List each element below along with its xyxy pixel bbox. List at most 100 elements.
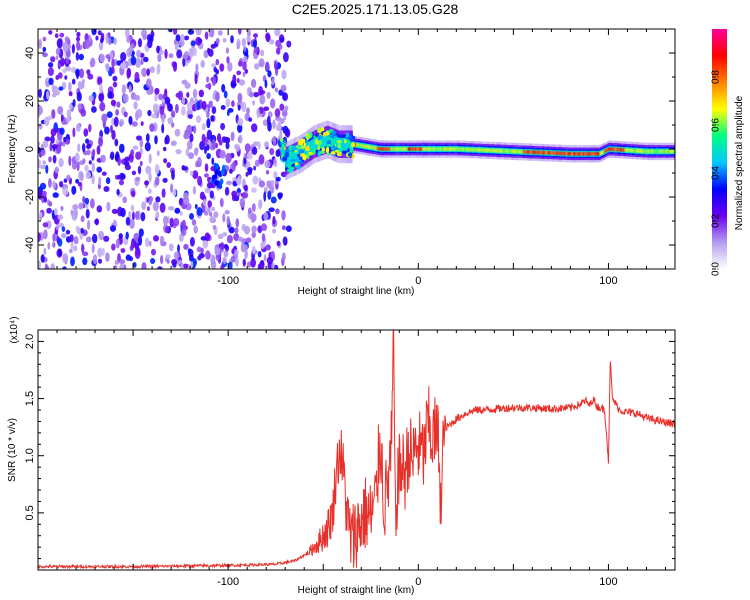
heatmap-noise-cell	[110, 99, 116, 107]
heatmap-noise-cell	[138, 228, 144, 237]
heatmap-noise-cell	[125, 254, 132, 261]
heatmap-noise-cell	[141, 262, 147, 269]
heatmap-noise-cell	[65, 58, 70, 64]
heatmap-noise-cell	[183, 35, 190, 41]
heatmap-noise-cell	[257, 141, 261, 150]
heatmap-track-cell	[658, 149, 661, 154]
heatmap-noise-cell	[167, 117, 173, 125]
heatmap-noise-cell	[186, 92, 190, 98]
heatmap-noise-cell	[254, 159, 260, 167]
heatmap-noise-cell	[62, 266, 67, 269]
heatmap-noise-cell	[57, 72, 63, 79]
heatmap-noise-cell	[84, 164, 89, 172]
heatmap-track-cell	[382, 147, 385, 151]
heatmap-noise-cell	[146, 206, 150, 212]
heatmap-noise-cell	[68, 91, 73, 97]
heatmap-track-cell	[357, 143, 359, 147]
heatmap-track-cell	[308, 143, 313, 148]
heatmap-noise-cell	[114, 138, 119, 147]
heatmap-track-cell	[452, 147, 454, 151]
snr-panel: -100 0 100 0.5 1.0 1.5 2.0 Height of straight…	[7, 316, 676, 596]
heatmap-noise-cell	[219, 178, 224, 185]
heatmap-noise-cell	[204, 187, 211, 194]
heatmap-track-cell	[445, 147, 447, 151]
heatmap-track-cell	[476, 148, 478, 152]
heatmap-noise-cell	[226, 56, 230, 64]
heatmap-noise-cell	[245, 172, 249, 177]
heatmap-noise-cell	[130, 242, 135, 250]
heatmap-noise-cell	[42, 46, 47, 53]
heatmap-noise-cell	[283, 52, 289, 63]
heatmap-noise-cell	[258, 154, 265, 165]
heatmap-noise-cell	[188, 152, 195, 160]
heatmap-track-cell	[464, 147, 467, 152]
heatmap-track-cell	[455, 147, 458, 151]
heatmap-noise-cell	[227, 62, 233, 72]
heatmap-track-cell	[533, 150, 535, 154]
heatmap-noise-cell	[92, 148, 96, 157]
heatmap-noise-cell	[258, 180, 266, 188]
heatmap-track-cell	[347, 137, 350, 151]
heatmap-noise-cell	[59, 127, 65, 135]
heatmap-noise-cell	[220, 264, 225, 269]
heatmap-noise-cell	[149, 66, 155, 74]
spectrogram-x-tick-label: -100	[217, 275, 239, 287]
heatmap-noise-cell	[180, 33, 185, 43]
heatmap-noise-cell	[173, 251, 180, 260]
heatmap-noise-cell	[99, 101, 106, 112]
heatmap-noise-cell	[265, 170, 270, 175]
heatmap-noise-cell	[163, 215, 169, 226]
heatmap-noise-cell	[82, 257, 88, 266]
heatmap-track-cell	[556, 151, 558, 155]
heatmap-track-cell	[603, 149, 606, 153]
heatmap-noise-cell	[250, 258, 256, 268]
heatmap-noise-cell	[217, 133, 222, 143]
heatmap-noise-cell	[114, 265, 118, 269]
heatmap-track-cell	[391, 147, 394, 151]
heatmap-noise-cell	[80, 108, 87, 117]
heatmap-track-cell	[623, 148, 625, 152]
heatmap-track-cell	[376, 146, 379, 151]
heatmap-noise-cell	[99, 53, 105, 63]
heatmap-noise-cell	[116, 188, 120, 196]
heatmap-track-cell	[527, 150, 529, 154]
heatmap-track-cell	[613, 147, 615, 151]
heatmap-noise-cell	[62, 68, 67, 74]
heatmap-noise-cell	[38, 105, 43, 115]
heatmap-noise-cell	[46, 207, 52, 214]
heatmap-noise-cell	[258, 58, 265, 68]
heatmap-noise-cell	[52, 233, 56, 242]
heatmap-track-cell	[619, 148, 622, 152]
heatmap-noise-cell	[231, 190, 238, 197]
heatmap-noise-cell	[206, 129, 213, 140]
heatmap-noise-cell	[62, 187, 69, 196]
heatmap-noise-cell	[215, 58, 220, 66]
heatmap-noise-cell	[125, 231, 129, 240]
heatmap-track-cell	[478, 148, 480, 152]
heatmap-noise-cell	[152, 103, 159, 114]
heatmap-track-cell	[570, 152, 573, 156]
heatmap-noise-cell	[268, 207, 275, 212]
heatmap-noise-cell	[147, 109, 152, 117]
heatmap-noise-cell	[139, 138, 144, 148]
heatmap-noise-cell	[281, 69, 287, 80]
heatmap-track-cell	[374, 146, 377, 150]
heatmap-noise-cell	[170, 183, 174, 193]
heatmap-noise-cell	[189, 48, 194, 58]
heatmap-track-cell	[359, 143, 362, 148]
heatmap-track-cell	[366, 145, 369, 149]
heatmap-noise-cell	[232, 74, 237, 85]
heatmap-noise-cell	[217, 170, 222, 177]
heatmap-noise-cell	[152, 201, 159, 212]
heatmap-noise-cell	[236, 177, 241, 185]
heatmap-track-cell	[591, 152, 593, 156]
heatmap-noise-cell	[52, 180, 56, 189]
heatmap-noise-cell	[282, 225, 286, 231]
snr-x-axis-label: Height of straight line (km)	[298, 585, 415, 596]
heatmap-noise-cell	[183, 243, 189, 250]
heatmap-noise-cell	[72, 127, 76, 138]
heatmap-noise-cell	[123, 111, 128, 118]
heatmap-noise-cell	[189, 237, 195, 247]
heatmap-track-cell	[453, 147, 455, 151]
heatmap-noise-cell	[155, 196, 161, 203]
